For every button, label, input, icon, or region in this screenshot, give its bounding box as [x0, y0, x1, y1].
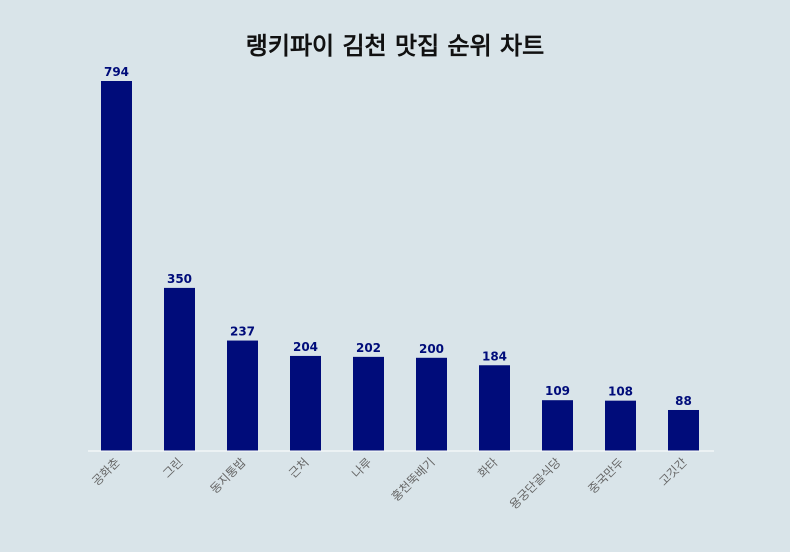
bar-6	[479, 365, 510, 451]
chart-title: 랭키파이 김천 맛집 순위 차트	[246, 32, 544, 60]
x-tick-label-9: 고깃간	[656, 455, 689, 488]
value-label-1: 350	[167, 272, 192, 286]
value-labels-group: 794 350 237 204 202 200 184 109 108 88	[104, 65, 692, 408]
bar-0	[101, 81, 132, 451]
value-label-6: 184	[482, 349, 507, 363]
value-label-5: 200	[419, 342, 444, 356]
x-tick-label-7: 용궁단골식당	[507, 455, 564, 512]
value-label-0: 794	[104, 65, 129, 79]
x-tick-label-1: 그린	[160, 455, 186, 481]
x-tick-label-8: 중국만두	[585, 455, 626, 496]
bar-1	[164, 287, 195, 451]
x-tick-label-0: 공화춘	[89, 455, 122, 488]
value-label-9: 88	[675, 394, 692, 408]
x-tick-label-5: 홍천뚝배기	[388, 455, 438, 505]
bar-7	[542, 400, 573, 451]
value-label-8: 108	[608, 385, 633, 399]
value-label-2: 237	[230, 325, 255, 339]
value-label-3: 204	[293, 340, 318, 354]
x-tick-label-3: 근처	[286, 455, 312, 481]
bar-5	[416, 357, 447, 451]
x-tick-label-2: 동지통밥	[207, 455, 248, 496]
bars-group	[101, 81, 699, 451]
x-tick-label-4: 나루	[349, 455, 375, 481]
x-tick-labels-group: 공화춘 그린 동지통밥 근처 나루 홍천뚝배기 화타 용궁단골식당 중국만두 고깃간	[89, 455, 689, 512]
bar-8	[605, 400, 636, 451]
x-tick-label-6: 화타	[475, 455, 501, 481]
value-label-4: 202	[356, 341, 381, 355]
value-label-7: 109	[545, 384, 570, 398]
bar-3	[290, 355, 321, 451]
bar-4	[353, 356, 384, 451]
bar-9	[668, 409, 699, 451]
bar-2	[227, 340, 258, 451]
